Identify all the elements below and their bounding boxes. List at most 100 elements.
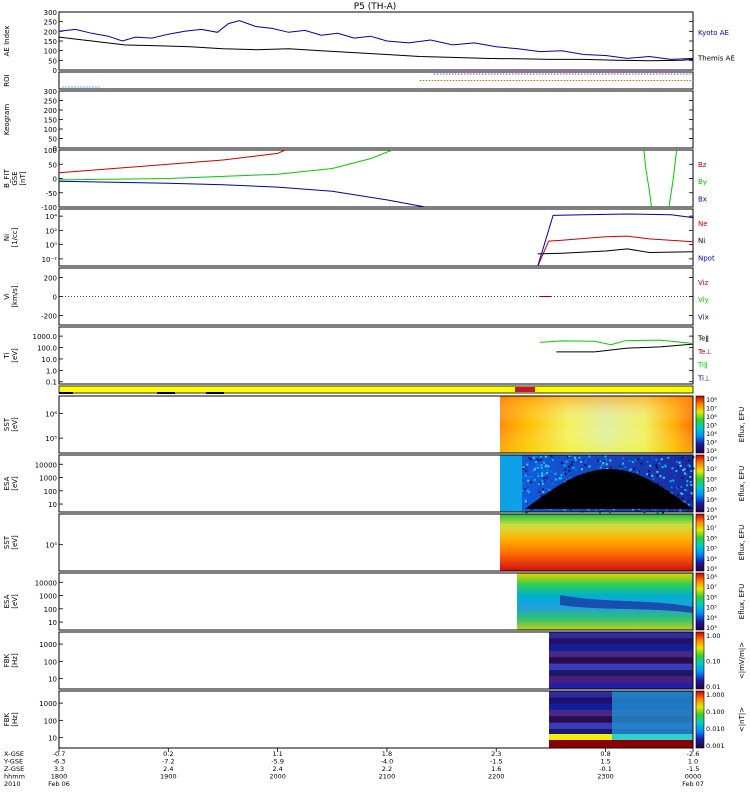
ylabel-text: SST — [3, 417, 11, 431]
colorbar-title: Eflux, EFU — [738, 466, 746, 501]
series-line-bfield-by — [58, 149, 393, 181]
fbk-b-cyan — [612, 691, 693, 737]
esa-ion-pixel — [553, 458, 556, 461]
ytick-label: 200 — [44, 28, 57, 36]
esa-ion-pixel — [563, 508, 566, 511]
esa-ion-pixel — [609, 459, 612, 462]
esa-ion-pixel — [543, 477, 546, 480]
series-line-density-ni — [537, 248, 694, 255]
esa-ion-pixel — [525, 469, 528, 472]
esa-ion-pixel — [527, 479, 530, 482]
ytick-label: 10 — [48, 735, 57, 743]
esa-ion-pixel — [681, 510, 684, 513]
fbk-row — [549, 676, 693, 683]
ylabel-text: ESA — [3, 476, 11, 490]
ylabel-text: [nT] — [19, 171, 27, 185]
esa-ion-pixel — [551, 482, 554, 485]
esa-ion-pixel — [597, 459, 600, 462]
ylabel-text: SST — [3, 535, 11, 549]
x-tick-label: 2100 — [379, 773, 396, 781]
esa-ion-pixel — [686, 468, 689, 471]
esa-electron-band — [560, 595, 693, 613]
ylabel-text: B_FIT — [3, 168, 11, 187]
colorbar-tick-label: 10³ — [706, 624, 717, 632]
esa-ion-pixel — [571, 461, 574, 464]
ytick-label: 100 — [44, 126, 57, 134]
fbk-row — [549, 632, 693, 639]
esa-ion-pixel — [651, 474, 654, 477]
series-line-bfield-bz — [58, 149, 286, 174]
esa-ion-pixel — [662, 476, 665, 479]
esa-ion-pixel — [544, 473, 547, 476]
colorbar-title: Eflux, EFU — [738, 584, 746, 619]
ytick-label: 100 — [44, 717, 57, 725]
colorbar-tick-label: 0.01 — [706, 683, 720, 691]
esa-ion-pixel — [652, 475, 655, 477]
esa-ion-pixel — [550, 470, 553, 473]
x-row-label: X-GSE — [4, 750, 24, 758]
esa-ion-pixel — [528, 491, 531, 494]
ytick-label: 250 — [44, 98, 57, 106]
esa-ion-pixel — [526, 463, 529, 466]
esa-ion-pixel — [655, 466, 658, 469]
esa-ion-pixel — [652, 471, 655, 474]
colorbar-tick-label: 1.00 — [706, 632, 720, 640]
esa-ion-pixel — [539, 455, 542, 458]
x-tick-label: 2.2 — [382, 765, 392, 773]
panel-bg-temperature — [59, 327, 693, 384]
esa-ion-pixel — [629, 468, 632, 471]
esa-ion-pixel — [564, 462, 566, 464]
ytick-label: 1.0 — [46, 367, 57, 375]
esa-ion-pixel — [671, 467, 674, 470]
ylabel-text: Ni — [3, 234, 11, 241]
esa-ion-pixel — [687, 463, 690, 466]
esa-ion-pixel — [526, 489, 529, 492]
colorbar-tick-label: 10³ — [706, 506, 717, 514]
x-tick-label: 1.0 — [688, 758, 698, 766]
x-tick-label: -6.3 — [53, 758, 66, 766]
esa-ion-pixel — [578, 456, 581, 459]
esa-ion-pixel — [600, 468, 603, 471]
esa-ion-pixel — [661, 466, 664, 469]
colorbar-tick-label: 10⁴ — [706, 555, 717, 563]
esa-ion-pixel — [690, 484, 693, 486]
ylabel-ae: AE Index — [3, 26, 11, 57]
series-line-temperature-ti- — [539, 339, 694, 346]
esa-ion-pixel — [663, 510, 666, 513]
ytick-label: 100 — [44, 48, 57, 56]
esa-ion-pixel — [648, 470, 651, 473]
colorbar-tick-label: 10⁵ — [706, 486, 717, 494]
esa-ion-pixel — [595, 509, 597, 512]
panel-bg-velocity — [59, 268, 693, 325]
esa-ion-pixel — [612, 508, 615, 511]
esa-ion-pixel — [537, 491, 540, 494]
esa-ion-pixel — [688, 459, 691, 462]
esa-ion-pixel — [522, 478, 525, 481]
esa-ion-pixel — [538, 491, 541, 494]
esa-ion-pixel — [542, 488, 545, 491]
ytick-label: 100 — [44, 606, 57, 614]
colorbar-tick-label: 10⁸ — [706, 455, 717, 463]
esa-ion-pixel — [547, 465, 550, 468]
esa-ion-pixel — [649, 464, 652, 467]
esa-ion-pixel — [570, 455, 573, 457]
esa-ion-pixel — [683, 500, 686, 503]
esa-ion-pixel — [683, 472, 686, 475]
ytick-label: 1000 — [39, 593, 57, 601]
x-tick-label: 2.4 — [163, 765, 173, 773]
esa-ion-pixel — [561, 472, 564, 475]
x-tick-label: 2000 — [269, 773, 286, 781]
colorbar-sst-ion — [695, 395, 705, 454]
esa-ion-pixel — [530, 481, 533, 484]
esa-ion-pixel — [680, 492, 683, 495]
esa-ion-pixel — [609, 466, 612, 469]
ytick-label: -50 — [46, 190, 57, 198]
esa-ion-pixel — [546, 471, 548, 474]
esa-ion-pixel — [627, 459, 630, 462]
x-tick-label: 2.3 — [491, 750, 501, 758]
esa-ion-pixel — [541, 474, 544, 477]
esa-ion-pixel — [651, 456, 653, 459]
esa-ion-pixel — [526, 467, 529, 470]
esa-ion-pixel — [550, 455, 553, 458]
esa-ion-pixel — [673, 509, 676, 511]
